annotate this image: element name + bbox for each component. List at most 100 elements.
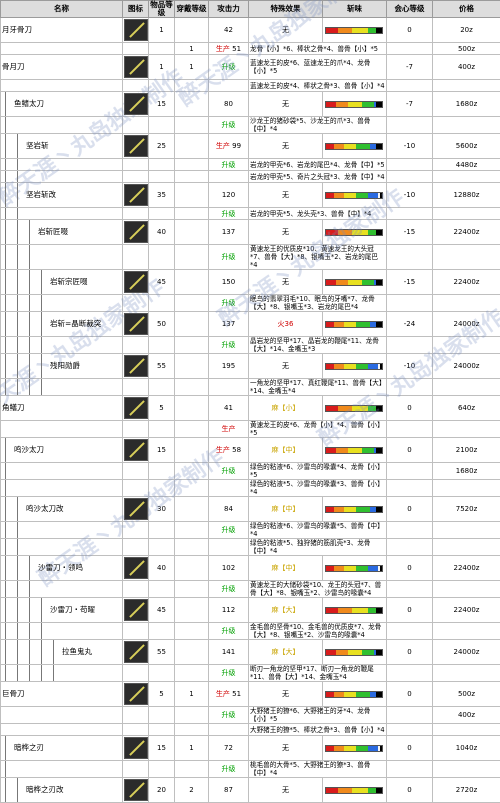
item-level xyxy=(149,761,175,778)
item-level xyxy=(149,43,175,55)
weapon-name-cell: 鸣沙太刀改 xyxy=(1,497,123,522)
price-value xyxy=(433,117,500,134)
crit-level: 0 xyxy=(387,736,433,761)
weapon-icon-cell xyxy=(123,421,149,438)
price-value: 500z xyxy=(433,682,500,707)
item-level xyxy=(149,665,175,682)
slot-level xyxy=(175,438,209,463)
sharpness-bar xyxy=(325,27,383,34)
sharpness-orange-segment xyxy=(338,608,352,613)
price-value: 1040z xyxy=(433,736,500,761)
materials-cell: 断刃一角龙的坚甲*17、断刃一角龙的鞭尾*11、兽骨【大】*14、金嘴玉*4 xyxy=(249,665,387,682)
table-row: 升级眠鸟的翡翠羽毛*10、眠鸟的牙嘴*7、龙骨【大】*8、银嘴玉*3、岩龙的尾巴… xyxy=(1,295,500,312)
weapon-name-cell: 巨骨刀 xyxy=(1,682,123,707)
sharpness-yellow-segment xyxy=(344,692,356,697)
slot-level xyxy=(175,337,209,354)
attack-value: 99 xyxy=(230,142,241,150)
crit-level: 0 xyxy=(387,438,433,463)
weapon-name-cell: 岩斩匠啜 xyxy=(1,220,123,245)
sharpness-orange-segment xyxy=(336,448,348,453)
special-effect: 麻【大】 xyxy=(249,640,323,665)
sharpness-white-segment xyxy=(378,364,380,369)
slot-level xyxy=(175,18,209,43)
sharpness-cell xyxy=(323,778,387,803)
price-value xyxy=(433,80,500,92)
slot-level xyxy=(175,379,209,396)
special-value: 无 xyxy=(282,26,289,34)
materials-cell: 绿色的粘液*6、沙雷鸟的喙囊*5、兽骨【中】*4 xyxy=(249,522,387,539)
sharpness-orange-segment xyxy=(338,406,352,411)
crit-level xyxy=(387,171,433,183)
attack-value: 137 xyxy=(222,320,235,328)
weapon-icon-cell xyxy=(123,159,149,171)
crit-level xyxy=(387,295,433,312)
sharpness-cell xyxy=(323,396,387,421)
weapon-name-cell xyxy=(1,623,123,640)
price-value xyxy=(433,295,500,312)
sharpness-yellow-segment xyxy=(348,448,362,453)
weapon-name: 拉鱼鬼丸 xyxy=(2,647,92,656)
crit-level: -7 xyxy=(387,55,433,80)
sharpness-orange-segment xyxy=(336,650,348,655)
crit-level: -10 xyxy=(387,183,433,208)
weapon-name-cell xyxy=(1,480,123,497)
sharpness-red-segment xyxy=(326,144,334,149)
sharpness-yellow-segment xyxy=(344,746,356,751)
item-level: 45 xyxy=(149,270,175,295)
katana-icon xyxy=(124,313,148,335)
weapon-name: 巨骨刀 xyxy=(2,689,25,698)
katana-icon xyxy=(124,498,148,520)
attack-cell: 141 xyxy=(209,640,249,665)
slot-level: 1 xyxy=(175,43,209,55)
attack-value: 120 xyxy=(222,191,235,199)
weapon-name-cell: 沙雷刀・领鸣 xyxy=(1,556,123,581)
crit-level xyxy=(387,159,433,171)
special-effect: 火36 xyxy=(249,312,323,337)
item-level xyxy=(149,295,175,312)
sharpness-bar xyxy=(325,363,383,370)
attack-cell: 升级 xyxy=(209,245,249,270)
weapon-name-cell xyxy=(1,80,123,92)
col-header-icon: 图标 xyxy=(123,1,149,18)
sharpness-blue-segment xyxy=(370,692,376,697)
attack-cell: 72 xyxy=(209,736,249,761)
weapon-icon-cell xyxy=(123,295,149,312)
sharpness-bar xyxy=(325,279,383,286)
weapon-name-cell: 拉鱼鬼丸 xyxy=(1,640,123,665)
crit-level xyxy=(387,665,433,682)
weapon-name xyxy=(2,525,26,534)
sharpness-blue-segment xyxy=(374,280,376,285)
materials-cell: 绿色的粘液*5、沙雷鸟的喙囊*3、兽骨【小】*4 xyxy=(249,480,387,497)
weapon-icon-cell xyxy=(123,598,149,623)
table-row: 升级黄速龙王的优质皮*10、黄速龙王的大头冠*7、兽骨【大】*8、银嘴玉*2、岩… xyxy=(1,245,500,270)
item-level: 15 xyxy=(149,736,175,761)
weapon-name-cell xyxy=(1,761,123,778)
attack-cell: 升级 xyxy=(209,761,249,778)
weapon-name-cell xyxy=(1,208,123,220)
sharpness-cell xyxy=(323,736,387,761)
crit-level: -24 xyxy=(387,312,433,337)
sharpness-orange-segment xyxy=(338,230,352,235)
item-level: 15 xyxy=(149,92,175,117)
attack-cell: 137 xyxy=(209,220,249,245)
crit-level xyxy=(387,421,433,438)
crit-level: -10 xyxy=(387,134,433,159)
weapon-name xyxy=(2,668,62,677)
special-effect: 无 xyxy=(249,183,323,208)
sharpness-red-segment xyxy=(326,322,334,327)
materials-cell: 大野猪王的獠*5、棒状之骨*3、兽骨【小】*4 xyxy=(249,724,387,736)
sharpness-green-segment xyxy=(356,566,368,571)
weapon-name-cell: 残阳勋爵 xyxy=(1,354,123,379)
sharpness-orange-segment xyxy=(334,322,344,327)
col-header-special: 特殊效果 xyxy=(249,1,323,18)
sharpness-red-segment xyxy=(326,507,334,512)
weapon-name: 暗桦之刃改 xyxy=(2,785,64,794)
price-value xyxy=(433,761,500,778)
weapon-name: 坚岩斩改 xyxy=(2,190,56,199)
weapon-name-cell: 月牙骨刀 xyxy=(1,18,123,43)
item-level: 45 xyxy=(149,598,175,623)
special-value: 麻【大】 xyxy=(272,648,300,656)
